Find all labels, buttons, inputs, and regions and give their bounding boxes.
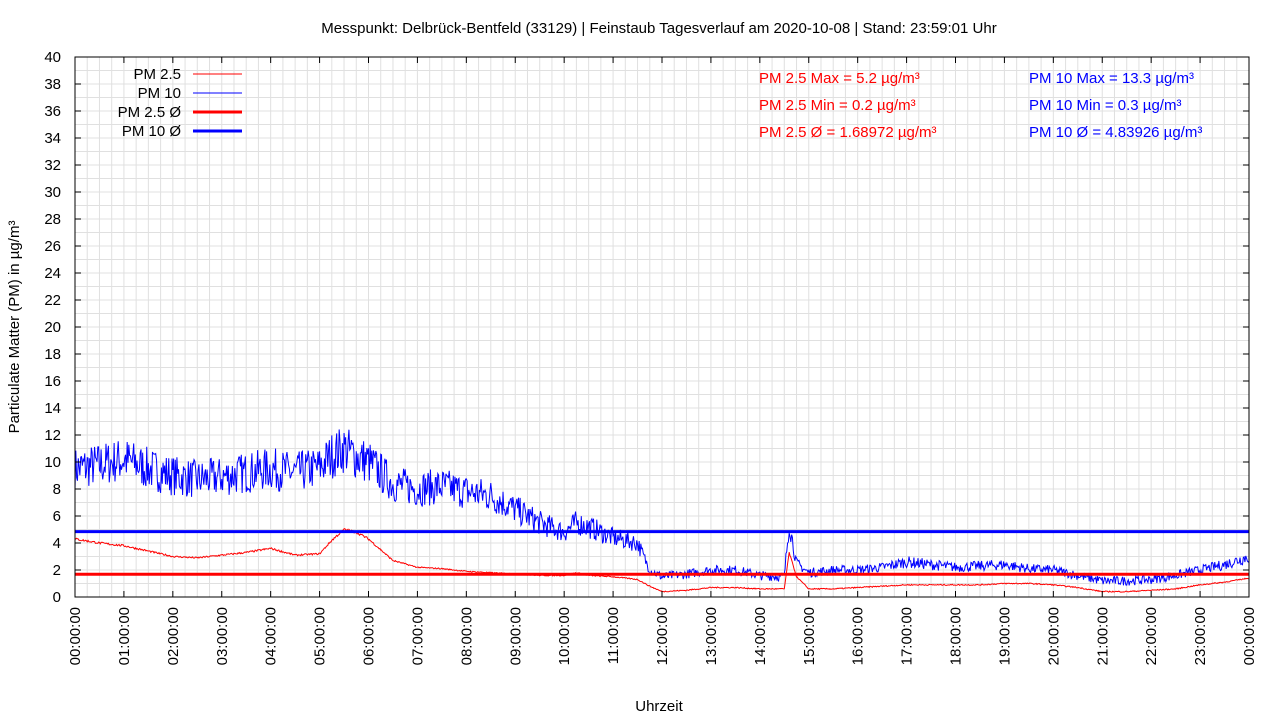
x-tick-label: 13:00:00 [703,607,720,665]
y-tick-label: 30 [44,184,61,201]
y-tick-label: 20 [44,319,61,336]
y-tick-label: 16 [44,373,61,390]
y-tick-label: 32 [44,157,61,174]
chart-title: Messpunkt: Delbrück-Bentfeld (33129) | F… [321,20,996,37]
y-tick-label: 26 [44,238,61,255]
y-tick-label: 2 [53,562,61,579]
stats-pm25: PM 2.5 Max = 5.2 µg/m³ PM 2.5 Min = 0.2 … [759,70,936,141]
x-tick-label: 04:00:00 [263,607,280,665]
legend: PM 2.5 PM 10 PM 2.5 Ø PM 10 Ø [118,66,242,140]
legend-label-pm25-avg: PM 2.5 Ø [118,104,182,121]
x-tick-label: 14:00:00 [752,607,769,665]
y-tick-label: 22 [44,292,61,309]
y-tick-label: 4 [53,535,61,552]
legend-label-pm25: PM 2.5 [133,66,181,83]
y-tick-label: 0 [53,589,61,606]
x-tick-label: 21:00:00 [1094,607,1111,665]
x-tick-labels: 00:00:00 01:00:00 02:00:00 03:00:00 04:00:00… [67,607,1258,665]
y-tick-label: 10 [44,454,61,471]
y-tick-label: 40 [44,49,61,66]
y-tick-label: 6 [53,508,61,525]
x-tick-label: 10:00:00 [556,607,573,665]
x-tick-label: 12:00:00 [654,607,671,665]
x-tick-label: 07:00:00 [409,607,426,665]
y-tick-label: 18 [44,346,61,363]
x-tick-label: 15:00:00 [801,607,818,665]
x-tick-label: 17:00:00 [899,607,916,665]
ticks [74,56,1250,598]
x-tick-label: 08:00:00 [458,607,475,665]
stats-pm10: PM 10 Max = 13.3 µg/m³ PM 10 Min = 0.3 µ… [1029,70,1202,141]
y-tick-label: 28 [44,211,61,228]
x-tick-label: 18:00:00 [948,607,965,665]
x-tick-label: 00:00:00 [67,607,84,665]
legend-label-pm10-avg: PM 10 Ø [122,123,182,140]
stat-pm25-min: PM 2.5 Min = 0.2 µg/m³ [759,97,916,114]
x-axis-label: Uhrzeit [635,698,683,715]
x-tick-label: 20:00:00 [1045,607,1062,665]
y-tick-label: 8 [53,481,61,498]
y-tick-label: 24 [44,265,61,282]
x-tick-label: 00:00:00 [1241,607,1258,665]
x-tick-label: 22:00:00 [1143,607,1160,665]
legend-label-pm10: PM 10 [138,85,181,102]
x-tick-label: 05:00:00 [312,607,329,665]
x-tick-label: 02:00:00 [165,607,182,665]
stat-pm10-min: PM 10 Min = 0.3 µg/m³ [1029,97,1181,114]
x-tick-label: 23:00:00 [1192,607,1209,665]
x-tick-label: 16:00:00 [850,607,867,665]
y-tick-label: 38 [44,76,61,93]
x-tick-label: 11:00:00 [605,607,622,664]
stat-pm10-max: PM 10 Max = 13.3 µg/m³ [1029,70,1194,87]
y-tick-label: 12 [44,427,61,444]
y-axis-label: Particulate Matter (PM) in µg/m³ [6,221,23,434]
x-tick-label: 09:00:00 [507,607,524,665]
stat-pm10-avg: PM 10 Ø = 4.83926 µg/m³ [1029,124,1202,141]
series-line-pm-10 [74,429,1250,586]
x-tick-label: 06:00:00 [361,607,378,665]
y-tick-label: 34 [44,130,61,147]
y-tick-label: 14 [44,400,61,417]
x-tick-label: 03:00:00 [214,607,231,665]
stat-pm25-avg: PM 2.5 Ø = 1.68972 µg/m³ [759,124,936,141]
x-tick-label: 01:00:00 [116,607,133,665]
x-tick-label: 19:00:00 [996,607,1013,665]
y-tick-label: 36 [44,103,61,120]
stat-pm25-max: PM 2.5 Max = 5.2 µg/m³ [759,70,920,87]
